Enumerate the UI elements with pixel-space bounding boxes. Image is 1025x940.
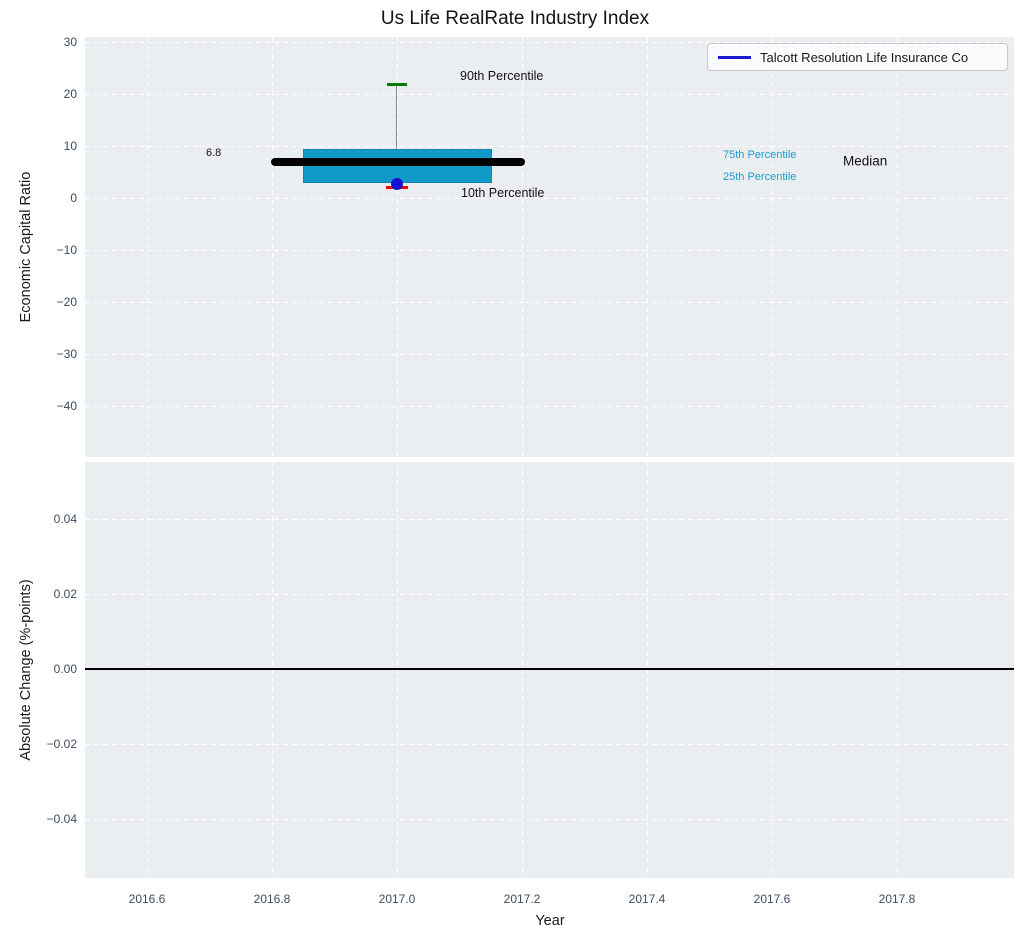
y-tick-label: −0.02: [46, 737, 77, 751]
grid-line: [85, 146, 1014, 147]
y-tick-label: 0: [70, 191, 77, 205]
y-tick-label: 0.02: [53, 587, 77, 601]
y-tick-label: −40: [56, 399, 77, 413]
company-marker: [391, 178, 403, 190]
x-tick-label: 2016.8: [253, 892, 291, 906]
grid-line: [897, 37, 898, 457]
y-tick-label: −30: [56, 347, 77, 361]
y-tick-label: 20: [63, 87, 77, 101]
x-tick-label: 2017.4: [628, 892, 666, 906]
y-tick-label: −10: [56, 243, 77, 257]
grid-line: [85, 744, 1014, 745]
y-tick-label: 30: [63, 35, 77, 49]
y-tick-label: 0.00: [53, 662, 77, 676]
y-tick-label: 10: [63, 139, 77, 153]
grid-line: [647, 462, 648, 878]
grid-line: [647, 37, 648, 457]
whisker-line: [396, 84, 397, 187]
x-axis-label: Year: [535, 913, 565, 929]
grid-line: [397, 462, 398, 878]
grid-line: [147, 37, 148, 457]
annotation-90th-percentile: 90th Percentile: [460, 69, 544, 83]
grid-line: [85, 198, 1014, 199]
annotation-median: Median: [843, 153, 888, 169]
grid-line: [85, 819, 1014, 820]
annotation-median-value: 6.8: [206, 147, 222, 159]
grid-line: [272, 462, 273, 878]
grid-line: [272, 37, 273, 457]
grid-line: [85, 594, 1014, 595]
grid-line: [85, 42, 1014, 43]
bottom-y-axis-label: Absolute Change (%-points): [18, 579, 34, 761]
y-tick-label: 0.04: [53, 512, 77, 526]
grid-line: [85, 250, 1014, 251]
grid-line: [85, 354, 1014, 355]
grid-line: [897, 462, 898, 878]
grid-line: [397, 37, 398, 457]
grid-line: [85, 519, 1014, 520]
annotation-25th-percentile: 25th Percentile: [723, 171, 797, 183]
grid-line: [522, 462, 523, 878]
legend-line-sample: [718, 55, 751, 59]
legend-label: Talcott Resolution Life Insurance Co: [760, 49, 969, 65]
grid-line: [85, 302, 1014, 303]
x-tick-label: 2017.8: [878, 892, 916, 906]
top-plot: 90th Percentile 10th Percentile 75th Per…: [85, 37, 1014, 457]
median-line: [271, 158, 525, 166]
chart-title: Us Life RealRate Industry Index: [380, 8, 650, 29]
grid-line: [522, 37, 523, 457]
x-tick-label: 2016.6: [128, 892, 166, 906]
grid-line: [85, 406, 1014, 407]
y-tick-label: −20: [56, 295, 77, 309]
cap-90th-percentile: [387, 83, 407, 86]
legend: Talcott Resolution Life Insurance Co: [707, 43, 1008, 71]
x-tick-label: 2017.2: [503, 892, 541, 906]
grid-line: [772, 462, 773, 878]
x-tick-label: 2017.0: [378, 892, 416, 906]
x-tick-label: 2017.6: [753, 892, 791, 906]
grid-line: [147, 462, 148, 878]
zero-change-line: [85, 668, 1014, 670]
annotation-75th-percentile: 75th Percentile: [723, 149, 797, 161]
grid-line: [85, 94, 1014, 95]
bottom-plot: [85, 462, 1014, 878]
grid-line: [772, 37, 773, 457]
y-tick-label: −0.04: [46, 812, 77, 826]
annotation-10th-percentile: 10th Percentile: [461, 186, 545, 200]
top-y-axis-label: Economic Capital Ratio: [18, 171, 34, 323]
